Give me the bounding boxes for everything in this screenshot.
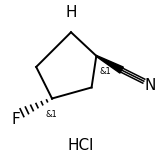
Text: HCl: HCl [67, 138, 94, 153]
Polygon shape [96, 55, 123, 73]
Text: F: F [11, 111, 20, 126]
Text: N: N [144, 78, 156, 93]
Text: &1: &1 [99, 67, 111, 76]
Text: &1: &1 [46, 110, 57, 119]
Text: H: H [65, 5, 77, 20]
